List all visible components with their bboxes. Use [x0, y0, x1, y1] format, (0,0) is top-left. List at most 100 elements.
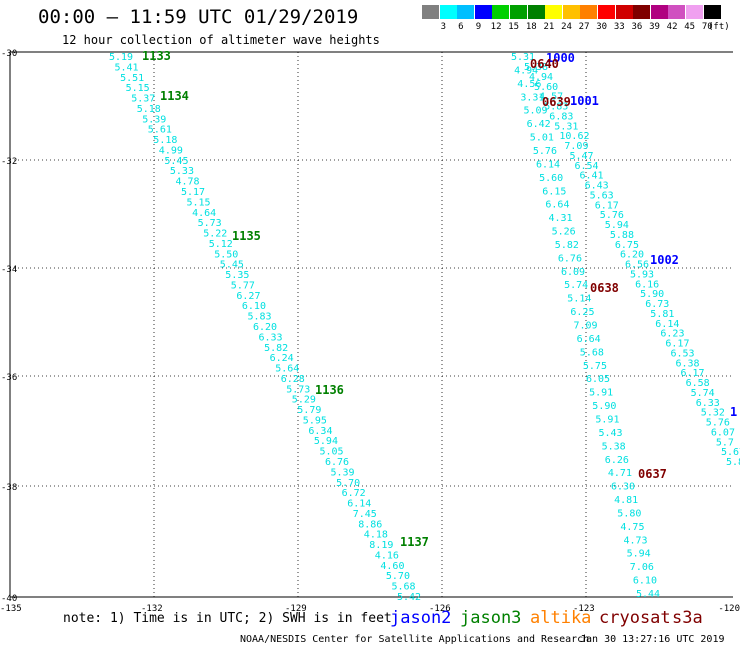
legend-label: 42 [666, 22, 678, 32]
page-title: 00:00 – 11:59 UTC 01/29/2019 [38, 6, 359, 28]
track-value-label: 5.67 [721, 447, 740, 458]
track-value-label: 6.16 [635, 279, 659, 290]
track-value-label: 5.90 [592, 401, 616, 412]
track-value-label: 5.61 [148, 125, 172, 136]
track-value-label: 6.14 [347, 499, 371, 510]
track-value-label: 5.85 [726, 457, 740, 468]
track-value-label: 5.73 [286, 384, 310, 395]
legend-swatch [474, 5, 492, 19]
track-value-label: 5.37 [131, 94, 155, 105]
track-value-label: 5.63 [590, 190, 614, 201]
track-value-label: 6.56 [625, 260, 649, 271]
track-value-label: 5.94 [314, 436, 338, 447]
track-value-label: 6.28 [281, 374, 305, 385]
track-value-label: 5.44 [636, 589, 660, 600]
legend-swatch [422, 5, 439, 19]
track-value-label: 5.80 [617, 509, 641, 520]
track-value-label: 6.17 [595, 200, 619, 211]
track-value-label: 5.39 [331, 467, 355, 478]
legend-swatch [615, 5, 633, 19]
legend-swatch [598, 5, 615, 19]
legend-swatch [650, 5, 668, 19]
lon-tick-label: -132 [141, 604, 163, 614]
legend-swatch [703, 5, 721, 19]
track-value-label: 5.70 [336, 478, 360, 489]
track-value-label: 6.27 [236, 291, 260, 302]
legend-label: 6 [458, 22, 464, 32]
track-value-label: 5.88 [610, 230, 634, 241]
track-value-label: 4.18 [364, 530, 388, 541]
lon-tick-label: -120 [718, 604, 740, 614]
legend-label: 12 [490, 22, 502, 32]
track-value-label: 6.76 [325, 457, 349, 468]
lat-tick-label: -40 [1, 594, 17, 604]
track-value-label: 5.29 [292, 395, 316, 406]
track-value-label: 6.10 [242, 301, 266, 312]
track-value-label: 5.31 [554, 121, 578, 132]
track-value-label: 4.75 [620, 522, 644, 533]
track-value-label: 4.94 [514, 65, 538, 76]
legend-swatch [686, 5, 703, 19]
track-value-label: 5.15 [187, 197, 211, 208]
track-value-label: 5.47 [570, 151, 594, 162]
track-value-label: 6.15 [542, 186, 566, 197]
track-value-label: 6.54 [575, 161, 599, 172]
track-value-label: 4.71 [608, 468, 632, 479]
track-value-label: 5.38 [602, 441, 626, 452]
lon-tick-label: -126 [429, 604, 451, 614]
satellite-name-s3a: s3a [672, 608, 703, 628]
track-value-label: 5.42 [397, 592, 421, 603]
axis-labels: -30 -32 -34 -36 -38 -40-135 -132 -129 -126 -123 -1… [0, 49, 740, 614]
legend-label: 3 [440, 22, 446, 32]
pass-time-label: 1002 [650, 253, 679, 267]
lat-tick-label: -34 [1, 265, 17, 275]
track-value-label: 5.50 [214, 249, 238, 260]
track-value-label: 5.18 [137, 104, 161, 115]
track-value-label: 5.26 [552, 227, 576, 238]
track-value-label: 5.91 [595, 415, 619, 426]
pass-time-label: 0640 [530, 57, 559, 71]
track-value-label: 6.20 [620, 250, 644, 261]
track-value-label: 6.43 [585, 181, 609, 192]
footer-timestamp: Jan 30 13:27:16 UTC 2019 [580, 634, 725, 645]
track-value-label: 4.56 [517, 79, 541, 90]
track-value-label: 5.51 [120, 73, 144, 84]
track-value-label: 7.06 [630, 562, 654, 573]
track-value-label: 6.38 [676, 358, 700, 369]
track-value-label: 6.17 [665, 339, 689, 350]
track-value-label: 5.94 [605, 220, 629, 231]
track-value-label: 5.91 [589, 388, 613, 399]
track-value-label: 5.95 [303, 416, 327, 427]
track-value-label: 5.94 [627, 549, 651, 560]
satellite-name-jason3: jason3 [460, 608, 522, 628]
track-value-label: 5.33 [170, 166, 194, 177]
legend-label: 15 [508, 22, 520, 32]
track-value-label: 6.25 [570, 307, 594, 318]
legend-label: 36 [631, 22, 643, 32]
track-value-label: 5.7 [716, 437, 734, 448]
satellite-name-jason2: jason2 [390, 608, 452, 628]
track-value-label: 6.73 [645, 299, 669, 310]
track-value-label: 6.83 [549, 111, 573, 122]
track-value-label: 5.90 [640, 289, 664, 300]
track-value-label: 5.79 [297, 405, 321, 416]
track-value-label: 6.58 [686, 378, 710, 389]
track-value-label: 5.14 [567, 294, 591, 305]
legend-label: 24 [561, 22, 572, 32]
track-value-label: 6.64 [577, 334, 601, 345]
legend-swatch [668, 5, 686, 19]
pass-time-label: 0637 [638, 467, 667, 481]
track-value-label: 6.23 [660, 329, 684, 340]
footer-credit: NOAA/NESDIS Center for Satellite Applica… [240, 634, 590, 645]
pass-time-label: 1136 [315, 383, 344, 397]
pass-time-label: 0639 [542, 95, 571, 109]
pass-time-label: 1134 [160, 89, 189, 103]
lat-tick-label: -36 [1, 373, 17, 383]
satellite-name-altika: altika [530, 608, 592, 628]
legend-swatch [439, 5, 457, 19]
legend-label: 45 [684, 22, 696, 32]
pass-time-label: 0638 [590, 281, 619, 295]
legend-label: 70 [701, 22, 713, 32]
track-value-label: 10.62 [559, 131, 589, 142]
